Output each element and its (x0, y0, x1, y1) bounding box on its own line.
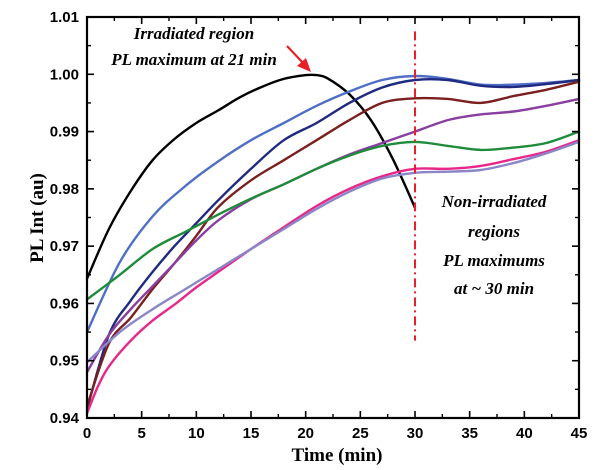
annotation-non-irradiated-line4: at ~ 30 min (454, 279, 534, 298)
annotation-arrow (286, 45, 305, 65)
x-tick-label: 25 (352, 425, 369, 442)
series-line-4 (85, 80, 581, 408)
series-line-3 (85, 78, 581, 411)
x-tick-label: 20 (297, 425, 314, 442)
x-axis-title: Time (min) (292, 445, 383, 466)
y-axis-title: PL Int (au) (27, 173, 48, 263)
y-tick-label: 0.97 (50, 238, 79, 255)
annotation-non-irradiated-line2: regions (468, 222, 520, 241)
annotation-irradiated-line1: Irradiated region (133, 24, 254, 43)
y-tick-label: 1.00 (50, 66, 79, 83)
y-tick-label: 0.94 (50, 410, 80, 427)
x-tick-label: 15 (243, 425, 260, 442)
y-tick-label: 0.99 (50, 124, 79, 141)
ticks-group: 0 5 10 15 20 25 30 35 40 45 0.94 0.95 0.96 0.97 0.98 0.… (50, 9, 588, 442)
x-tick-label: 30 (407, 425, 424, 442)
x-tick-label: 0 (83, 425, 91, 442)
x-tick-label: 45 (571, 425, 588, 442)
x-tick-label: 10 (188, 425, 205, 442)
annotation-irradiated-line2: PL maximum at 21 min (110, 50, 277, 69)
x-tick-label: 35 (461, 425, 478, 442)
series-line-7 (85, 139, 581, 415)
annotation-non-irradiated-line1: Non-irradiated (441, 192, 547, 211)
series-line-6 (85, 130, 581, 301)
series-group (85, 73, 581, 415)
y-tick-label: 1.01 (50, 9, 79, 26)
y-tick-label: 0.95 (50, 353, 79, 370)
x-tick-label: 5 (137, 425, 145, 442)
x-tick-label: 40 (516, 425, 533, 442)
annotation-arrow-head (297, 58, 311, 72)
series-line-2 (85, 74, 581, 334)
plot-frame (85, 15, 581, 420)
y-tick-label: 0.96 (50, 295, 79, 312)
y-tick-label: 0.98 (50, 181, 79, 198)
series-line-1 (85, 73, 417, 280)
annotation-non-irradiated-line3: PL maximums (442, 251, 545, 270)
series-line-8 (85, 140, 581, 364)
